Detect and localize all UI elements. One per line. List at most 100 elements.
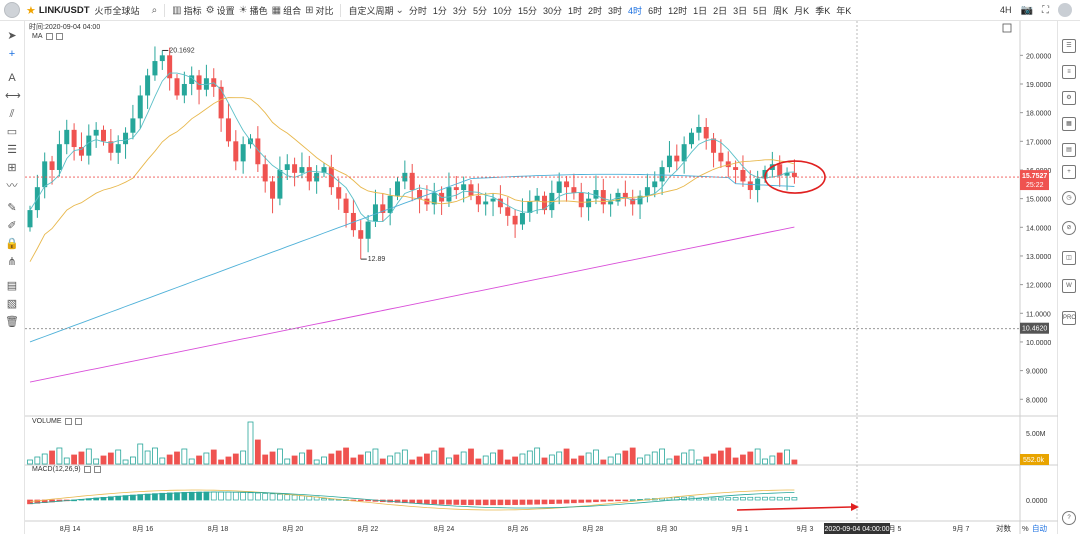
theme-button[interactable]: ☀ 播色 <box>238 4 268 16</box>
camera-icon[interactable]: 📷 <box>1020 4 1033 16</box>
macd-bar <box>666 497 673 501</box>
volume-bar <box>159 457 166 465</box>
candle-body <box>64 129 70 145</box>
macd-bar <box>695 498 702 501</box>
candle-body <box>350 212 356 231</box>
volume-bar <box>703 456 710 465</box>
volume-bar <box>357 454 364 465</box>
compass-icon[interactable]: ⊘ <box>1062 221 1076 235</box>
favorite-star-icon[interactable]: ★ <box>26 4 36 17</box>
w-icon[interactable]: W <box>1062 279 1076 293</box>
settings-list-icon[interactable]: ⚙ <box>1062 91 1076 105</box>
indicators-button[interactable]: ▥ 指标 <box>172 4 202 16</box>
volume-tick-label: 5.00M <box>1026 431 1046 438</box>
pro-icon[interactable]: PRO <box>1062 311 1076 325</box>
crosshair-icon[interactable]: + <box>8 48 16 60</box>
period-0[interactable]: 分时 <box>408 5 427 16</box>
magnet-icon[interactable]: ⋔ <box>7 256 17 268</box>
period-19[interactable]: 季K <box>815 5 831 16</box>
period-8[interactable]: 2时 <box>588 5 603 16</box>
period-17[interactable]: 周K <box>773 5 789 16</box>
macd-bar <box>600 499 607 502</box>
period-1[interactable]: 1分 <box>432 5 447 16</box>
candle-body <box>115 144 121 153</box>
trash-icon[interactable]: 🗑 <box>5 316 19 328</box>
close-box-icon[interactable] <box>55 33 63 40</box>
brush-icon[interactable]: ✎ <box>7 202 17 214</box>
log-scale-toggle: 对数 <box>996 523 1011 533</box>
period-11[interactable]: 6时 <box>648 5 663 16</box>
period-2[interactable]: 3分 <box>452 5 467 16</box>
lock-icon[interactable]: 🔒 <box>5 238 19 250</box>
search-button[interactable]: ⌕ <box>150 5 160 16</box>
settings-box-icon[interactable] <box>64 418 72 425</box>
period-13[interactable]: 1日 <box>693 5 708 16</box>
avatar[interactable] <box>1058 3 1072 17</box>
compare-icon: ⊞ <box>305 4 314 16</box>
calendar-icon[interactable]: ▤ <box>1062 143 1076 157</box>
wave-tool-icon[interactable]: 〰 <box>6 180 18 192</box>
macd-bar <box>446 499 452 505</box>
period-7[interactable]: 1时 <box>568 5 583 16</box>
table-icon[interactable]: ▦ <box>1062 117 1076 131</box>
add-page-icon[interactable]: + <box>1062 165 1076 179</box>
save-drawing-icon[interactable]: ▧ <box>6 298 18 310</box>
price-tick-label: 11.0000 <box>1026 311 1051 318</box>
price-tick-label: 12.0000 <box>1026 283 1051 290</box>
period-15[interactable]: 3日 <box>733 5 748 16</box>
cursor-arrow-icon[interactable]: ➤ <box>7 30 17 42</box>
fullscreen-icon[interactable]: ⛶ <box>1042 4 1049 16</box>
macd-bar <box>593 499 599 503</box>
period-3[interactable]: 5分 <box>472 5 487 16</box>
right-period-label[interactable]: 4H <box>1000 5 1012 15</box>
clock-icon[interactable]: ◷ <box>1062 191 1076 205</box>
macd-bar <box>210 491 217 501</box>
combine-button[interactable]: ▦ 组合 <box>271 4 302 16</box>
date-axis-label: 8月 30 <box>657 525 678 533</box>
macd-bar <box>497 499 504 506</box>
candle-body <box>189 75 195 84</box>
period-5[interactable]: 15分 <box>517 5 537 16</box>
period-4[interactable]: 10分 <box>492 5 512 16</box>
macd-bar <box>725 497 732 501</box>
horizontal-line-icon[interactable]: ⟷ <box>5 90 21 102</box>
period-18[interactable]: 月K <box>794 5 810 16</box>
period-10[interactable]: 4时 <box>628 5 643 16</box>
rectangle-tool-icon[interactable]: ▭ <box>6 126 18 138</box>
candlestick-chart[interactable]: 20.000019.000018.000017.000016.000015.00… <box>25 21 1058 534</box>
grid-tool-icon[interactable]: ⊞ <box>7 162 17 174</box>
date-axis-label: 8月 24 <box>434 525 455 533</box>
period-list: 分时 1分 3分 5分 10分 15分 30分 1时 2时 3时 4时 6时 12时 1日 2日 3日 5日 周K… <box>406 4 854 17</box>
compare-button[interactable]: ⊞ 对比 <box>305 4 334 16</box>
macd-bar <box>27 499 33 505</box>
period-16[interactable]: 5日 <box>753 5 768 16</box>
close-box-icon[interactable] <box>93 466 101 473</box>
ma10-line <box>29 97 795 262</box>
settings-button[interactable]: ⚙ 设置 <box>205 4 235 16</box>
period-14[interactable]: 2日 <box>713 5 728 16</box>
chat-icon[interactable]: ◫ <box>1062 251 1076 265</box>
text-tool-icon[interactable]: A <box>8 72 16 84</box>
list-icon[interactable]: ≡ <box>1062 65 1076 79</box>
period-12[interactable]: 12时 <box>668 5 688 16</box>
trend-line-icon[interactable]: ⫽ <box>9 108 15 120</box>
volume-bar <box>497 449 504 465</box>
macd-bar <box>225 491 232 501</box>
period-9[interactable]: 3时 <box>608 5 623 16</box>
custom-period-dropdown[interactable]: 自定义周期 ⌄ <box>348 4 404 16</box>
period-6[interactable]: 30分 <box>542 5 562 16</box>
volume-bar <box>401 449 408 465</box>
period-20[interactable]: 年K <box>836 5 852 16</box>
help-icon[interactable]: ? <box>1062 511 1076 525</box>
symbol-name[interactable]: LINK/USDT <box>38 4 90 16</box>
pen-icon[interactable]: ✐ <box>7 220 17 232</box>
close-box-icon[interactable] <box>74 418 82 425</box>
settings-box-icon[interactable] <box>45 33 53 40</box>
layers-icon[interactable]: ▤ <box>6 280 18 292</box>
candle-body <box>733 167 739 170</box>
watchlist-icon[interactable]: ☰ <box>1062 39 1076 53</box>
settings-box-icon[interactable] <box>83 466 91 473</box>
parallel-channel-icon[interactable]: ☰ <box>7 144 17 156</box>
macd-bar <box>776 496 783 501</box>
macd-bar <box>431 499 438 505</box>
